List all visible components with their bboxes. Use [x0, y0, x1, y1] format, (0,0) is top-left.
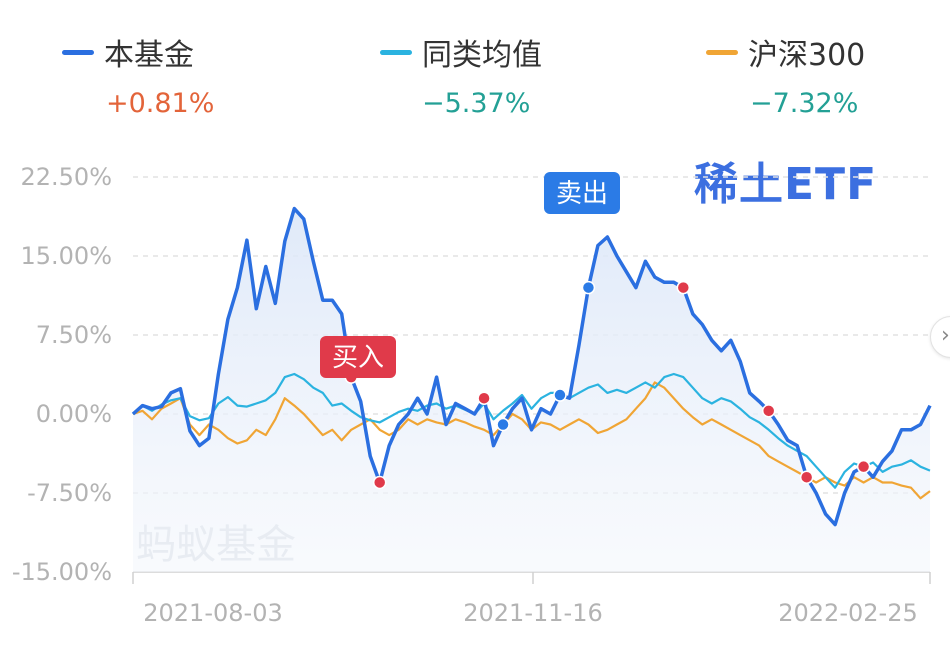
fund-name-label: 稀土ETF — [694, 159, 878, 210]
legend-return: −7.32% — [750, 88, 859, 119]
sell-tag: 卖出 — [544, 172, 620, 214]
y-tick-label: 15.00% — [20, 242, 112, 270]
sell-marker — [496, 417, 510, 432]
series-line-0 — [131, 206, 932, 527]
legend-item-fund[interactable]: 本基金 +0.81% — [62, 30, 214, 119]
legend-return: −5.37% — [422, 88, 531, 119]
x-tick-label: 2021-11-16 — [463, 599, 602, 627]
legend-item-csi300[interactable]: 沪深300 −7.32% — [706, 30, 865, 119]
fund-series-swatch — [62, 49, 94, 55]
buy-tag: 买入 — [320, 336, 396, 378]
legend-name: 同类均值 — [422, 38, 542, 73]
buy-tag-label: 买入 — [332, 343, 384, 373]
buy-tag-bg — [320, 336, 396, 378]
buy-marker — [799, 470, 814, 484]
sell-marker — [553, 388, 567, 402]
sell-tag-bg — [544, 172, 620, 214]
y-tick-label: 7.50% — [36, 321, 112, 349]
y-tick-label: -15.00% — [12, 558, 112, 586]
buy-marker — [477, 391, 491, 405]
buy-marker — [676, 280, 691, 295]
sell-tag-label: 卖出 — [556, 179, 608, 209]
legend-name: 沪深300 — [748, 38, 866, 73]
sell-marker — [581, 280, 596, 295]
legend-name: 本基金 — [104, 38, 194, 73]
index-series-swatch — [706, 49, 738, 55]
legend-item-category-average[interactable]: 同类均值 −5.37% — [380, 30, 542, 119]
buy-marker — [372, 475, 387, 490]
buy-marker — [761, 404, 776, 418]
y-tick-label: -7.50% — [27, 479, 112, 507]
legend-return: +0.81% — [106, 88, 215, 119]
legend: 本基金 +0.81% 同类均值 −5.37% 沪深300 −7.32% — [0, 30, 950, 130]
x-tick-label: 2022-02-25 — [778, 599, 917, 627]
chevron-right-icon: › — [941, 323, 950, 348]
category-series-swatch — [380, 49, 412, 55]
fund-area-fill — [133, 208, 930, 572]
x-tick-label: 2021-08-03 — [143, 599, 282, 627]
y-tick-label: 0.00% — [36, 400, 112, 428]
buy-marker — [856, 459, 871, 474]
y-tick-label: 22.50% — [20, 163, 112, 191]
